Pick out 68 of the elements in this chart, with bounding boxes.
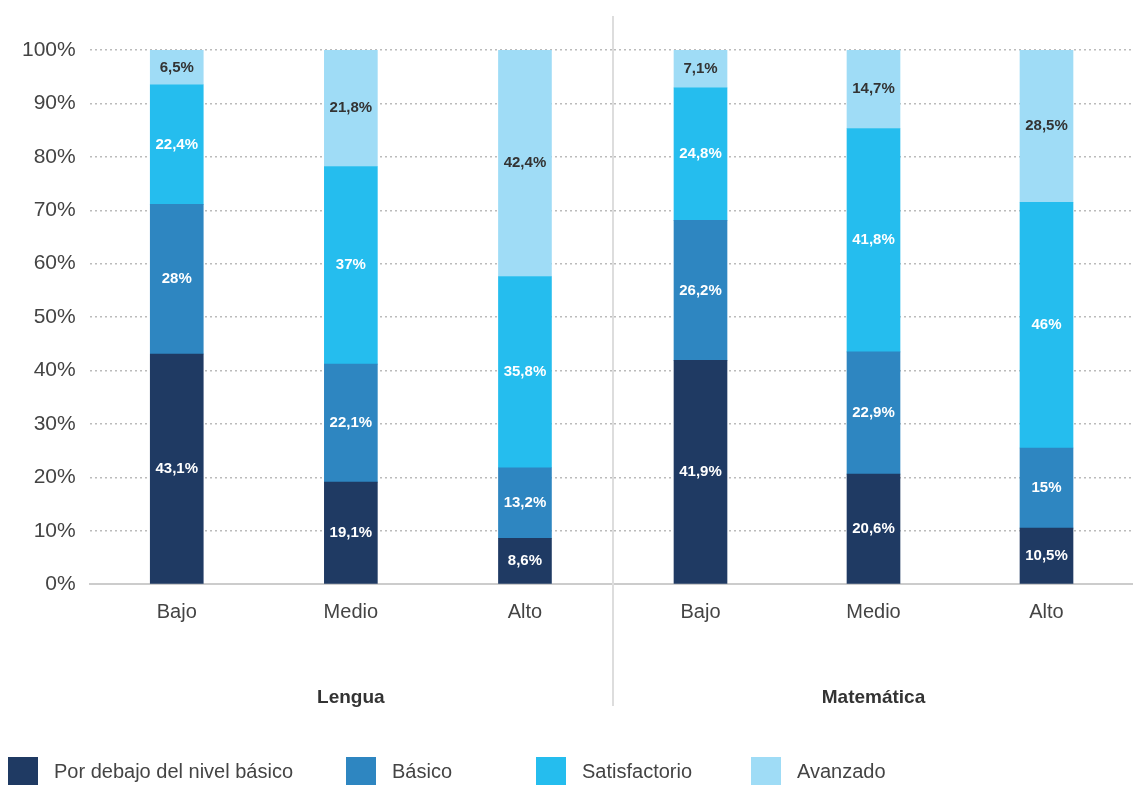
x-axis-title: Lengua bbox=[317, 685, 386, 707]
bar bbox=[846, 128, 901, 353]
y-tick-label: 90% bbox=[33, 90, 76, 114]
data-label: 13,2% bbox=[503, 493, 547, 511]
y-tick-label: 0% bbox=[45, 571, 76, 594]
bar bbox=[324, 166, 378, 365]
bar bbox=[324, 50, 378, 167]
bar bbox=[498, 537, 552, 584]
y-tick-label: 70% bbox=[33, 197, 76, 221]
data-label: 20,6% bbox=[852, 518, 895, 536]
bar bbox=[673, 220, 728, 361]
bar bbox=[498, 467, 552, 539]
data-label: 26,2% bbox=[679, 280, 722, 298]
bar bbox=[846, 473, 901, 584]
data-label: 22,4% bbox=[155, 134, 199, 152]
bar bbox=[324, 481, 378, 584]
bar bbox=[846, 351, 901, 475]
bar bbox=[149, 84, 204, 205]
data-label: 28,5% bbox=[1025, 116, 1068, 134]
data-label: 22,1% bbox=[329, 413, 373, 431]
bar bbox=[673, 87, 728, 221]
legend-label: Por debajo del nivel básico bbox=[54, 759, 294, 783]
data-label: 19,1% bbox=[329, 522, 373, 540]
data-label: 43,1% bbox=[155, 458, 199, 476]
data-label: 22,9% bbox=[852, 403, 895, 421]
y-tick-label: 100% bbox=[21, 36, 76, 60]
y-tick-label: 10% bbox=[33, 517, 76, 541]
data-label: 41,8% bbox=[852, 230, 895, 248]
data-label: 35,8% bbox=[503, 362, 547, 380]
legend-label: Básico bbox=[392, 759, 453, 783]
data-label: 24,8% bbox=[679, 144, 722, 162]
legend-label: Satisfactorio bbox=[582, 759, 693, 783]
y-tick-label: 80% bbox=[33, 143, 76, 167]
y-tick-label: 50% bbox=[33, 303, 76, 327]
data-label: 10,5% bbox=[1025, 545, 1068, 563]
data-label: 15% bbox=[1031, 478, 1062, 496]
data-label: 46% bbox=[1031, 315, 1062, 333]
data-label: 21,8% bbox=[329, 98, 373, 116]
bar bbox=[498, 276, 552, 469]
x-tick-label: Medio bbox=[846, 599, 901, 622]
x-tick-label: Bajo bbox=[156, 599, 197, 622]
x-tick-label: Medio bbox=[323, 599, 379, 622]
y-tick-label: 40% bbox=[33, 357, 76, 381]
data-label: 8,6% bbox=[507, 550, 543, 568]
bar bbox=[1019, 201, 1074, 449]
y-tick-label: 20% bbox=[33, 464, 76, 488]
data-label: 6,5% bbox=[159, 57, 194, 75]
bar bbox=[149, 353, 204, 584]
x-tick-label: Alto bbox=[1029, 599, 1064, 622]
bar bbox=[324, 363, 378, 483]
y-tick-label: 30% bbox=[33, 410, 76, 434]
bar bbox=[846, 50, 901, 129]
x-tick-label: Alto bbox=[507, 599, 543, 622]
bar bbox=[1019, 447, 1074, 529]
bar bbox=[498, 50, 552, 277]
bar bbox=[149, 204, 204, 355]
x-axis-title: Matemática bbox=[821, 685, 926, 707]
data-label: 7,1% bbox=[683, 59, 718, 77]
y-tick-label: 60% bbox=[33, 250, 76, 274]
data-label: 41,9% bbox=[679, 462, 722, 480]
data-label: 42,4% bbox=[503, 153, 547, 171]
bar bbox=[1019, 50, 1074, 203]
data-label: 37% bbox=[335, 255, 366, 273]
bar bbox=[673, 360, 728, 584]
legend-label: Avanzado bbox=[797, 759, 886, 783]
x-tick-label: Bajo bbox=[680, 599, 721, 622]
data-label: 14,7% bbox=[852, 79, 895, 97]
data-label: 28% bbox=[161, 269, 192, 287]
